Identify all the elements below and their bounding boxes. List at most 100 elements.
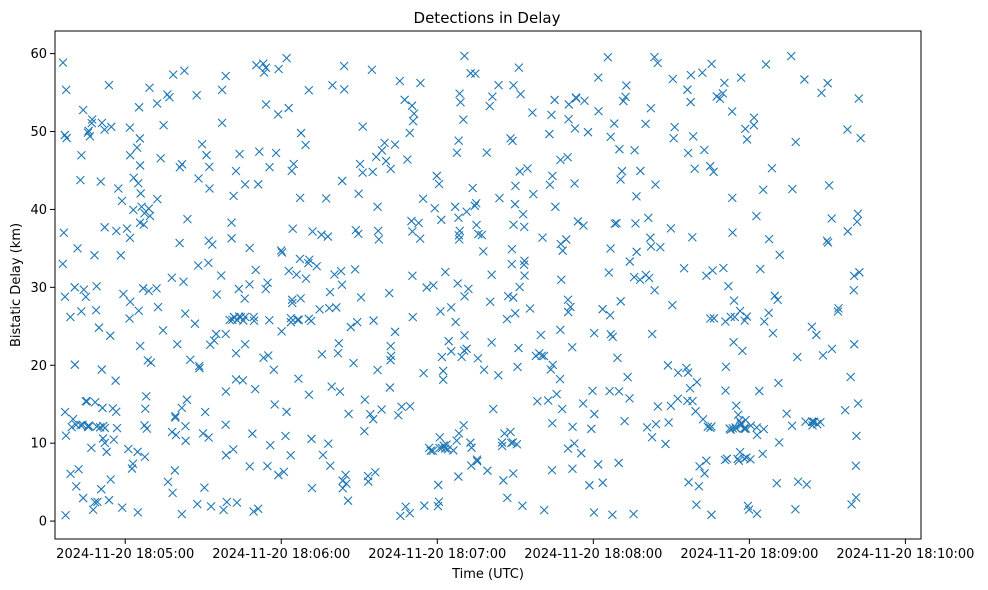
detection-point [436,215,446,225]
detection-point [719,263,728,273]
detection-point [98,421,108,431]
detection-point [231,348,241,358]
detection-point [111,376,121,386]
detection-point [552,389,562,399]
detection-point [520,271,529,281]
detection-point [737,346,747,356]
detection-point [277,248,287,257]
detection-point [538,233,547,243]
detection-point [344,409,353,419]
detection-point [616,175,625,184]
detection-point [386,355,395,365]
detection-point [341,470,350,480]
detection-point [764,308,774,318]
detection-point [853,399,863,408]
detection-point [172,339,182,349]
detection-point [367,65,377,75]
detection-point [227,218,236,228]
detection-point [144,286,154,296]
detection-point [618,96,628,106]
detection-point [370,467,380,477]
detection-point [287,166,297,176]
detection-point [182,395,192,405]
detection-point [78,105,88,115]
detection-point [739,424,749,433]
detection-point [775,250,785,260]
detection-point [568,422,577,432]
detection-point [245,243,255,253]
detection-point [245,280,254,289]
detection-point [315,304,324,314]
detection-point [755,264,765,274]
detection-point [408,116,418,126]
detection-point [614,458,624,468]
detection-point [815,417,825,427]
detection-point [512,439,522,449]
detection-point [499,476,508,485]
detection-point [134,102,144,112]
detection-point [129,173,139,183]
detection-point [430,203,440,213]
detection-point [466,68,476,78]
detection-point [127,464,137,473]
detection-point [325,461,335,471]
detection-point [330,270,339,279]
detection-point [282,53,292,63]
detection-point [162,90,172,99]
detection-point [221,450,231,460]
detection-point [407,216,416,226]
detection-point [593,73,603,82]
detection-point [772,478,782,488]
detection-point [384,288,394,298]
detection-point [180,309,190,319]
detection-point [849,339,859,349]
detection-point [227,233,236,243]
detection-point [807,322,817,332]
detection-point [653,58,663,68]
detection-point [468,183,478,193]
detection-point [715,94,725,104]
detection-point [740,316,750,326]
detection-point [651,180,660,189]
detection-point [623,372,633,382]
detection-point [457,352,467,362]
detection-point [419,368,428,378]
detection-point [720,455,730,465]
detection-point [343,496,353,506]
detection-point [146,358,156,368]
detection-point [846,372,856,382]
detection-point [511,181,520,191]
detection-point [545,180,555,190]
detection-point [460,330,469,340]
detection-point [434,179,444,189]
detection-point [317,349,327,359]
detection-point [112,423,122,433]
detection-point [132,143,142,152]
detection-point [532,396,542,406]
detection-point [137,202,146,212]
detection-point [440,267,450,277]
detection-point [371,152,381,162]
detection-point [817,88,826,98]
detection-point [98,434,108,443]
detection-point [82,396,92,406]
detection-point [134,306,144,316]
detection-point [606,329,616,339]
x-tick-label: 2024-11-20 18:08:00 [524,547,662,562]
detection-point [170,413,180,423]
detection-point [851,493,861,502]
detection-point [758,449,768,459]
detection-point [641,119,650,129]
detection-point [293,315,302,325]
detection-point [749,120,759,130]
detection-point [401,502,411,512]
detection-point [117,503,127,513]
detection-point [123,444,133,454]
detection-point [373,365,382,375]
detection-point [317,230,326,240]
detection-point [642,423,652,432]
detection-point [728,228,737,238]
detection-point [583,127,593,137]
detection-point [381,156,391,166]
detection-point [700,469,709,478]
